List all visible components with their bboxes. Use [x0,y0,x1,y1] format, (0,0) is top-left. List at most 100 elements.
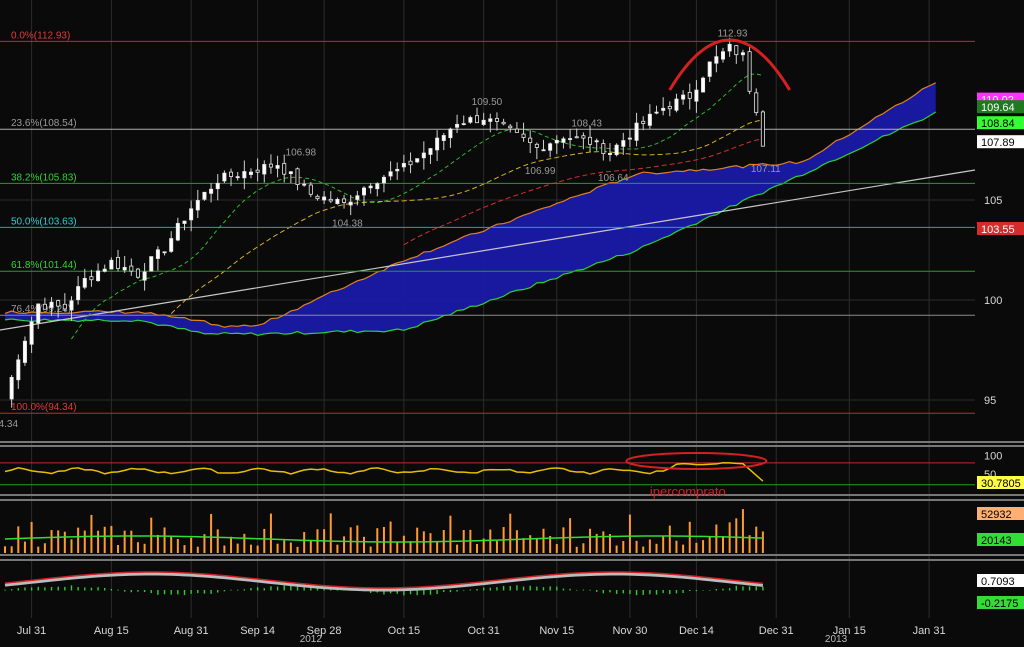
macd-histogram-bar [722,588,724,591]
candle-body [601,143,606,154]
candle-body [754,92,759,114]
macd-histogram-bar [143,590,146,593]
macd-histogram-bar [383,590,385,595]
macd-histogram-bar [662,590,664,594]
volume-bar [741,509,744,553]
candle-body [514,128,519,133]
macd-histogram-bar [443,590,445,593]
candle-body [701,77,706,93]
volume-bar [655,543,658,553]
macd-histogram-bar [542,587,545,591]
volume-bar [602,531,605,553]
rsi-last-tag: 30.7805 [981,478,1021,490]
fib-level-label: 0.0%(112.93) [11,30,70,41]
volume-bar [263,528,266,553]
candle-body [667,105,672,110]
cloud-area [5,82,936,336]
candle-body [588,136,593,145]
volume-bar [682,544,685,553]
rsi-note-text: ipercomprato [650,484,726,499]
macd-histogram-bar [263,588,265,591]
candle-body [694,89,699,102]
volume-average-tag: 20143 [981,535,1012,547]
candle-body [607,153,612,155]
volume-bar [269,513,272,553]
volume-bar [256,545,259,553]
candle-body [195,200,200,211]
candle-body [448,128,453,139]
candle-body [355,195,360,200]
macd-histogram-bar [689,590,691,591]
candle-body [222,172,227,182]
volume-average-tag-box [977,533,1024,546]
candle-body [135,268,140,278]
macd-histogram-bar [589,589,591,591]
macd-histogram-bar [562,588,565,591]
candle-body [568,138,573,140]
macd-histogram-bar [270,586,272,591]
candle-body [720,51,725,60]
candle-body [202,191,207,200]
candle-body [627,137,632,140]
volume-bar [735,518,738,553]
volume-bar [608,534,611,553]
macd-histogram-bar [469,589,472,591]
volume-bar [648,539,651,553]
macd-histogram-bar [595,590,598,592]
macd-histogram-bar [283,585,285,591]
candle-body [342,198,347,203]
macd-histogram-bar [37,586,39,591]
macd-histogram-bar [463,590,465,591]
cloud-lower-line [4,111,937,336]
macd-histogram-bar [389,590,392,594]
macd-histogram-bar [675,590,678,594]
volume-bar [382,526,385,553]
volume-bar [223,545,226,553]
candle-body [654,111,659,114]
candle-body [421,152,426,159]
candle-body [614,144,619,156]
volume-bar [595,533,598,553]
candle-body [328,198,333,202]
fibonacci-levels: 0.0%(112.93) 23.6%(108.54) 38.2%(105.83) 50… [0,30,975,414]
price-tag-box [977,222,1024,235]
macd-histogram-bar [642,590,644,595]
candle-body [687,91,692,99]
macd-histogram-bar [110,588,113,591]
candle-body [155,249,160,259]
macd-histogram-bar [762,586,764,591]
ma-mid-line [170,119,763,315]
macd-histogram-bar [482,587,485,591]
candle-body [335,199,340,204]
macd-signal-line [4,572,764,592]
macd-histogram-bar [177,590,179,595]
price-annotation: 94.34 [0,419,18,430]
volume-bar [449,515,452,553]
volume-bar [529,535,532,553]
candle-body [69,300,74,311]
macd-histogram-bar [396,590,398,594]
candle-body [182,220,187,224]
candle-body [634,122,639,141]
x-tick-label: Aug 15 [94,625,129,637]
volume-bar [622,541,625,553]
volume-bar [569,518,572,553]
volume-bar [117,544,120,553]
macd-histogram-bar [10,589,13,591]
candle-body [109,259,114,270]
volume-bar [23,541,26,553]
macd-histogram-bar [163,590,166,595]
price-tag: 108.84 [981,118,1015,130]
macd-histogram-bar [496,587,498,591]
macd-histogram-bar [649,590,651,595]
volume-bar [628,514,631,553]
volume-bar [329,513,332,553]
macd-histogram-bar [290,585,292,591]
macd-histogram-bar [50,586,53,591]
candle-body [455,123,460,128]
volume-bar [476,544,479,553]
fib-level-label: 50.0%(103.63) [11,216,77,227]
candle-body [302,183,307,186]
macd-histogram-bar [183,590,186,596]
